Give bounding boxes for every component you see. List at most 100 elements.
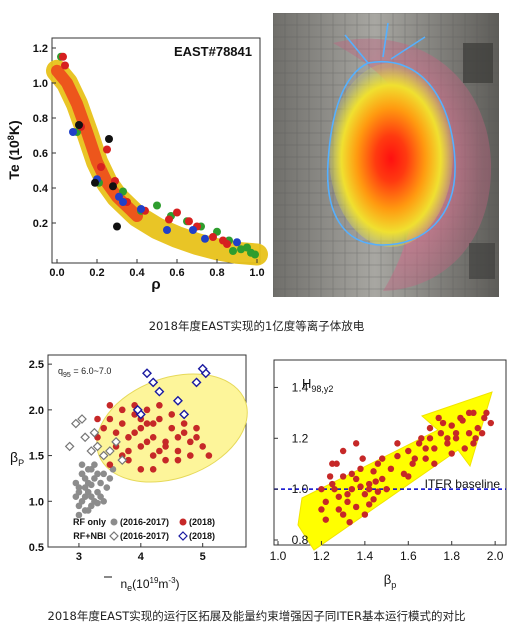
nbi-2018-point [154, 386, 165, 397]
pink-glow [333, 38, 492, 291]
rf-2018-point [137, 443, 145, 450]
data-point [437, 430, 445, 437]
legend-nbi-old: (2016-2017) [120, 531, 169, 541]
legend-nbi-old-marker [109, 531, 119, 541]
rf-2018-point [94, 415, 101, 423]
data-point [394, 440, 401, 447]
data-point [223, 240, 231, 248]
data-point [348, 470, 356, 478]
x-tick-label: 1.4 [357, 549, 374, 563]
rf-old-point [78, 461, 86, 469]
data-point [418, 435, 425, 442]
data-point [237, 245, 245, 254]
data-point [209, 233, 217, 241]
rf-old-point [97, 479, 104, 487]
data-point [405, 447, 412, 455]
rf-2018-point [106, 401, 114, 409]
rf-2018-point [162, 443, 169, 450]
q95-annotation-sub: 95 [63, 372, 71, 379]
baseline-label: ITER baseline [425, 477, 501, 491]
y-ticks: 0.5 1.0 1.5 2.0 2.5 [29, 359, 52, 554]
data-point [352, 475, 360, 483]
y-tick-label: 1.0 [33, 78, 48, 90]
rf-old-point [78, 497, 86, 505]
y-axis-label-main: β [10, 449, 18, 465]
y-axis-label-main: Te (10 [6, 140, 22, 180]
x-axis-label-close: ) [176, 577, 180, 591]
y-ticks: 0.2 0.4 0.6 0.8 1.0 1.2 [33, 43, 56, 230]
top-caption: 2018年度EAST实现的1亿度等离子体放电 [148, 319, 365, 333]
data-point [322, 516, 329, 523]
data-point [318, 485, 325, 493]
x-axis-label-m: m [158, 577, 168, 591]
x-axis-label-sup2: -3 [168, 576, 176, 585]
x-tick-label: 0.8 [209, 267, 224, 279]
x-tick-label: 1.0 [270, 549, 287, 563]
data-point [405, 473, 412, 480]
data-point [487, 419, 494, 427]
legend-rf-label: RF only [73, 517, 106, 527]
rf-2018-point [162, 438, 169, 446]
data-point [481, 414, 488, 422]
rf-2018-point [205, 452, 213, 459]
data-point [483, 409, 490, 417]
data-point [357, 483, 364, 490]
nbi-old-point [80, 432, 90, 443]
y-tick-label: 1.0 [292, 482, 309, 496]
data-point [119, 198, 127, 206]
data-point [163, 226, 171, 234]
nbi-old-point [77, 414, 87, 424]
data-point [344, 498, 351, 506]
rf-2018-point [125, 433, 132, 441]
data-points [64, 363, 213, 519]
rf-2018-point [199, 443, 206, 450]
data-point [229, 247, 237, 255]
data-point [344, 491, 351, 498]
data-point [374, 488, 382, 495]
q95-annotation-main: q [58, 366, 63, 376]
data-point [452, 435, 460, 442]
data-point [422, 455, 429, 462]
data-point [201, 234, 209, 243]
data-point [326, 473, 334, 480]
nbi-old-point [92, 441, 103, 452]
data-points [318, 409, 494, 526]
data-point [97, 163, 105, 171]
nbi-old-point [105, 446, 115, 456]
rf-2018-point [156, 447, 163, 455]
x-axis-label-main: β [384, 572, 391, 587]
data-point [329, 480, 336, 488]
x-axis-label: ρ [151, 276, 160, 293]
y-ticks: 0.8 1.0 1.2 1.4 [274, 380, 309, 547]
data-point [75, 121, 83, 129]
data-point [370, 468, 377, 475]
rf-2018-point [100, 424, 107, 432]
data-point [331, 485, 338, 493]
y-tick-label: 0.5 [29, 542, 44, 554]
y-tick-label: 1.2 [292, 431, 309, 445]
chart-title: EAST#78841 [174, 44, 252, 59]
rf-old-point [88, 502, 95, 510]
y-tick-label: 2.5 [29, 359, 44, 371]
data-point [339, 473, 347, 480]
rf-old-point [94, 499, 101, 507]
data-point [457, 414, 464, 422]
port-top-right [463, 43, 493, 83]
data-point [165, 215, 173, 224]
rf-2018-point [118, 420, 126, 427]
y-tick-label: 2.0 [29, 405, 44, 417]
data-point [470, 440, 477, 447]
x-axis-label: βp [384, 572, 397, 590]
data-point [322, 498, 329, 506]
nbi-2018-point [172, 395, 183, 406]
rf-2018-point [143, 438, 151, 446]
data-point [189, 226, 197, 234]
y-axis-label-sub: 98,y2 [311, 384, 333, 394]
data-point [109, 182, 117, 191]
data-point [173, 208, 181, 217]
rf-old-point [94, 470, 101, 478]
y-tick-label: 1.5 [29, 451, 44, 463]
legend-rf-old: (2016-2017) [120, 517, 169, 527]
data-point [370, 496, 377, 503]
data-point [415, 440, 423, 447]
